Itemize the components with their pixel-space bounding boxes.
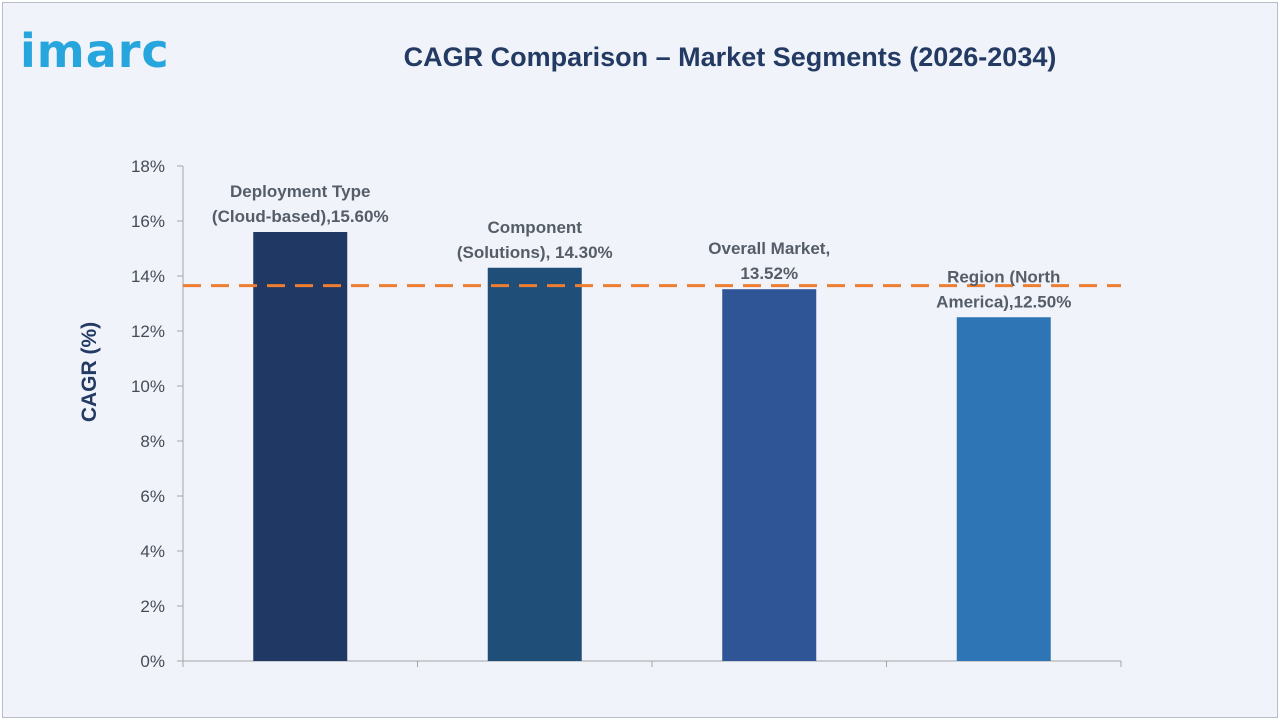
y-axis: 0% 2% 4% 6% 8% 10% 12% 14% 16% 18% <box>131 157 184 671</box>
y-tick-label: 12% <box>131 322 165 341</box>
data-label: Region (North America),12.50% <box>936 267 1071 311</box>
y-tick-label: 6% <box>140 487 165 506</box>
data-label: Deployment Type (Cloud-based),15.60% <box>212 182 389 226</box>
bars <box>253 232 1051 661</box>
y-tick-label: 4% <box>140 542 165 561</box>
y-tick-label: 8% <box>140 432 165 451</box>
data-label: Overall Market, 13.52% <box>708 239 830 283</box>
bar <box>956 317 1051 661</box>
imarc-logo: imarc <box>20 24 170 78</box>
y-tick-label: 18% <box>131 157 165 176</box>
bar <box>487 267 582 661</box>
y-tick-label: 14% <box>131 267 165 286</box>
bar <box>722 289 817 661</box>
chart-title: CAGR Comparison – Market Segments (2026-… <box>403 42 1057 72</box>
y-tick-label: 2% <box>140 597 165 616</box>
data-labels: Deployment Type (Cloud-based),15.60% Compo… <box>212 182 1071 311</box>
data-label: Component (Solutions), 14.30% <box>457 218 613 262</box>
y-tick-label: 16% <box>131 212 165 231</box>
y-axis-label: CAGR (%) <box>78 322 101 422</box>
bar <box>253 232 348 661</box>
y-tick-label: 0% <box>140 652 165 671</box>
y-tick-label: 10% <box>131 377 165 396</box>
x-axis <box>182 660 1122 667</box>
